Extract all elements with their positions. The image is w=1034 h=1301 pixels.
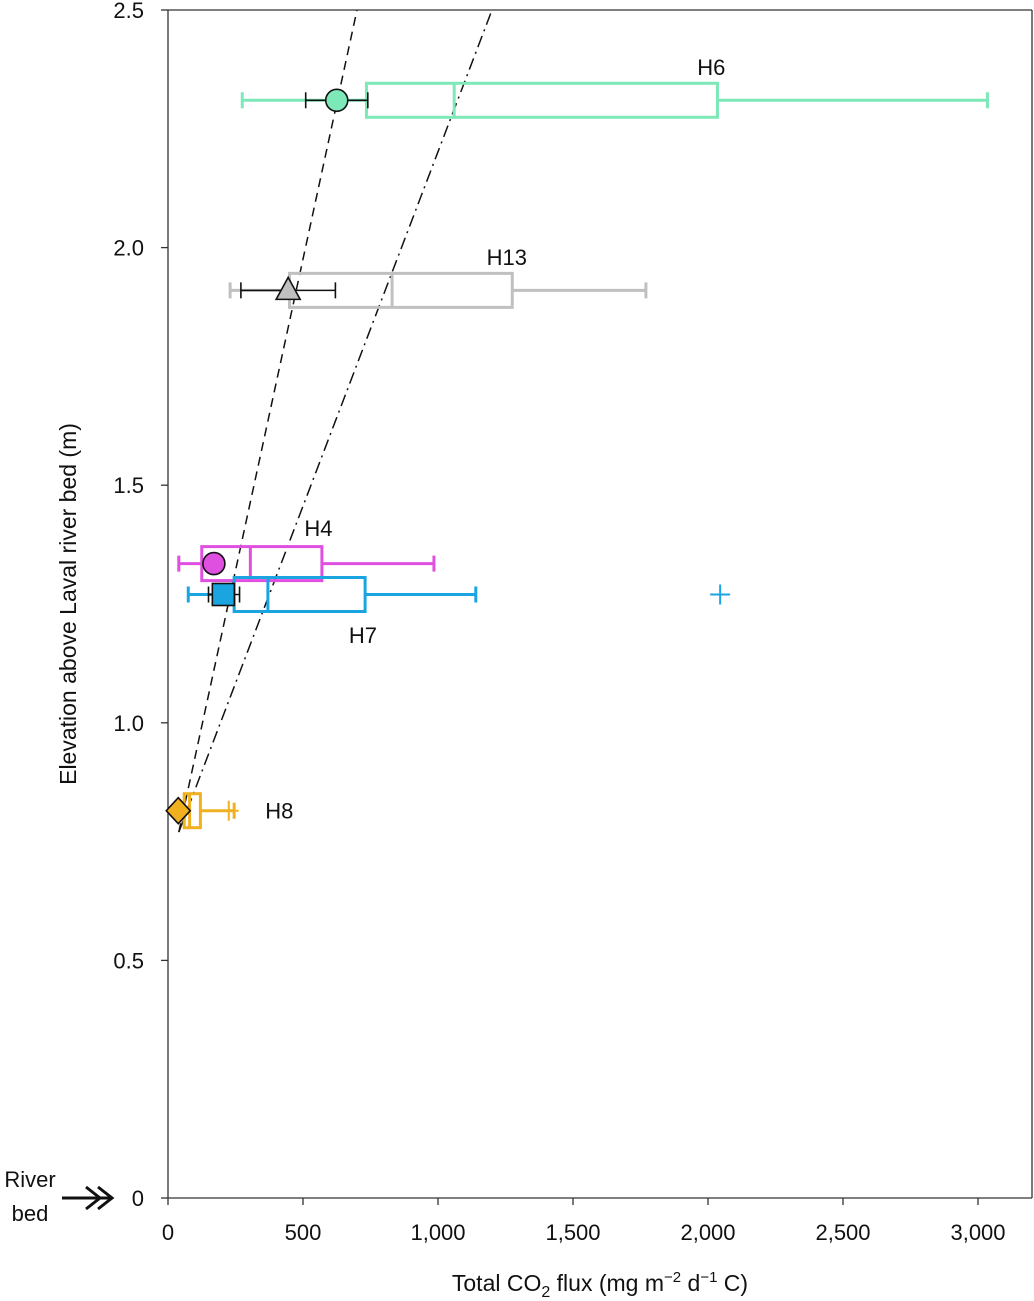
box bbox=[364, 81, 719, 119]
site-label: H7 bbox=[349, 623, 377, 648]
mean-marker-square bbox=[211, 582, 236, 607]
site-h13: H13 bbox=[228, 245, 648, 309]
y-tick-label: 2.5 bbox=[113, 0, 144, 23]
x-tick-label: 1,000 bbox=[410, 1220, 465, 1245]
x-axis-title-part: C) bbox=[717, 1270, 748, 1296]
arrow-head bbox=[97, 1185, 115, 1211]
axis-labels: Elevation above Laval river bed (m) Total… bbox=[4, 423, 748, 1301]
river-bed-label: River bbox=[4, 1167, 55, 1192]
x-tick-label: 1,500 bbox=[545, 1220, 600, 1245]
x-tick-label: 3,000 bbox=[950, 1220, 1005, 1245]
arrow-head bbox=[85, 1185, 103, 1211]
fit-line-dashed bbox=[178, 9, 358, 833]
x-axis-title-part: −1 bbox=[700, 1269, 717, 1286]
axes: 0 500 1,000 1,500 2,000 2,500 3,000 0 0.5 1.0 1.5 2… bbox=[113, 0, 1033, 1245]
site-boxplots: H6 H13 H4 H7 H8 bbox=[165, 55, 989, 830]
site-h8: H8 bbox=[165, 792, 293, 830]
river-bed-arrow-icon bbox=[62, 1185, 115, 1211]
y-tick-label: 0 bbox=[132, 1186, 144, 1211]
x-axis-title-part: flux (mg m bbox=[550, 1270, 664, 1296]
mean-marker-diamond bbox=[165, 796, 192, 825]
mean-marker-circle bbox=[202, 551, 226, 576]
site-label: H4 bbox=[304, 516, 332, 541]
site-h4: H4 bbox=[177, 516, 436, 583]
x-tick-label: 2,500 bbox=[815, 1220, 870, 1245]
site-label: H8 bbox=[265, 799, 293, 824]
y-tick-label: 1.5 bbox=[113, 473, 144, 498]
y-axis-title: Elevation above Laval river bed (m) bbox=[55, 423, 81, 785]
x-axis-title-part: Total CO bbox=[452, 1270, 541, 1296]
site-label: H6 bbox=[697, 55, 725, 80]
mean-marker-circle bbox=[324, 88, 349, 113]
fit-line-dashdot bbox=[178, 9, 493, 833]
x-axis-title-part: −2 bbox=[664, 1269, 681, 1286]
x-tick-label: 2,000 bbox=[680, 1220, 735, 1245]
x-axis-title-part: d bbox=[681, 1270, 700, 1296]
x-tick-label: 500 bbox=[285, 1220, 322, 1245]
box bbox=[232, 575, 367, 613]
x-tick-label: 0 bbox=[162, 1220, 174, 1245]
x-axis-title: Total CO2 flux (mg m−2 d−1 C) bbox=[452, 1269, 748, 1301]
site-label: H13 bbox=[487, 245, 527, 270]
box bbox=[200, 545, 324, 583]
mean-marker-triangle bbox=[274, 275, 302, 301]
river-bed-label: bed bbox=[12, 1201, 49, 1226]
y-tick-label: 0.5 bbox=[113, 948, 144, 973]
y-tick-label: 2.0 bbox=[113, 236, 144, 261]
fit-lines bbox=[178, 9, 493, 833]
site-h7: H7 bbox=[186, 575, 731, 648]
site-h6: H6 bbox=[240, 55, 989, 119]
y-tick-label: 1.0 bbox=[113, 711, 144, 736]
x-axis-title-part: 2 bbox=[541, 1284, 550, 1301]
